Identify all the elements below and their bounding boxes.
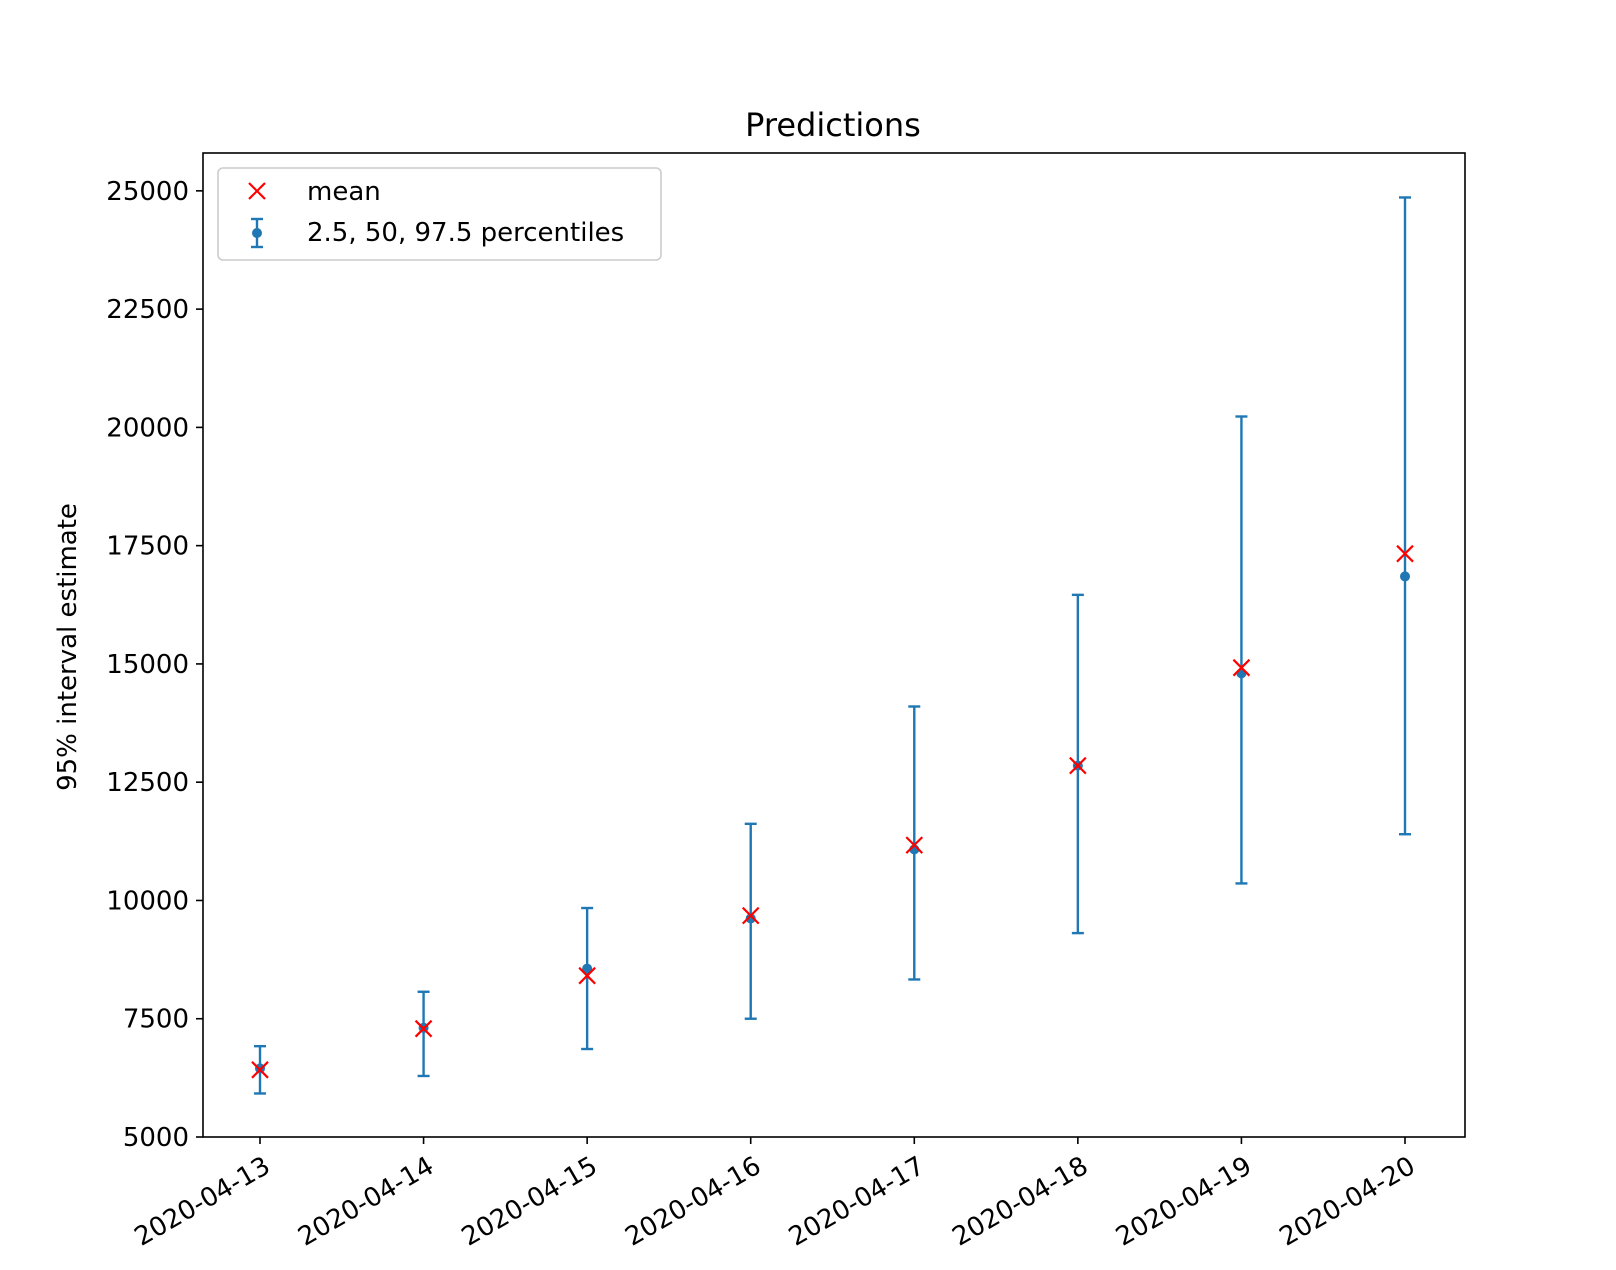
y-axis-label: 95% interval estimate — [53, 503, 83, 791]
median-point — [1400, 571, 1410, 582]
legend-box — [217, 167, 662, 261]
mean-marker — [741, 906, 760, 925]
mean-marker-stroke — [578, 966, 596, 985]
y-tick-label: 25000 — [106, 177, 189, 207]
y-tick-label: 12500 — [106, 768, 189, 798]
legend-label-percentiles: 2.5, 50, 97.5 percentiles — [307, 218, 624, 248]
mean-marker — [251, 1061, 269, 1079]
mean-marker-stroke — [741, 906, 760, 925]
y-tick-label: 5000 — [123, 1123, 189, 1153]
legend-label-mean: mean — [307, 177, 381, 207]
mean-marker — [1396, 544, 1414, 563]
axes-frame — [202, 152, 1466, 1138]
y-tick-label: 7500 — [123, 1005, 189, 1035]
legend-mean-stroke — [248, 182, 266, 200]
mean-marker — [414, 1019, 433, 1038]
median-point — [745, 913, 756, 924]
mean-marker-stroke — [1069, 756, 1087, 775]
mean-marker — [1232, 658, 1251, 677]
mean-marker-stroke — [905, 836, 924, 854]
plot-area — [251, 196, 1414, 1095]
legend: mean 2.5, 50, 97.5 percentiles — [217, 167, 662, 261]
y-tick-label: 17500 — [106, 532, 189, 562]
chart-title: Predictions — [745, 106, 921, 144]
mean-marker — [578, 966, 596, 985]
mean-marker-stroke — [1396, 544, 1414, 563]
y-tick-label: 15000 — [106, 650, 189, 680]
y-tick-label: 22500 — [106, 295, 189, 325]
mean-marker-stroke — [251, 1061, 269, 1079]
legend-mean-x-icon — [248, 182, 266, 200]
y-tick-label: 20000 — [106, 413, 189, 443]
mean-marker — [1069, 756, 1087, 775]
mean-marker — [905, 836, 924, 854]
y-tick-label: 10000 — [106, 886, 189, 916]
legend-errorbar-icon — [251, 217, 263, 249]
median-point — [582, 963, 593, 974]
mean-marker-stroke — [1232, 658, 1251, 677]
legend-errbar-dot — [252, 228, 262, 238]
mean-marker-stroke — [414, 1019, 433, 1038]
